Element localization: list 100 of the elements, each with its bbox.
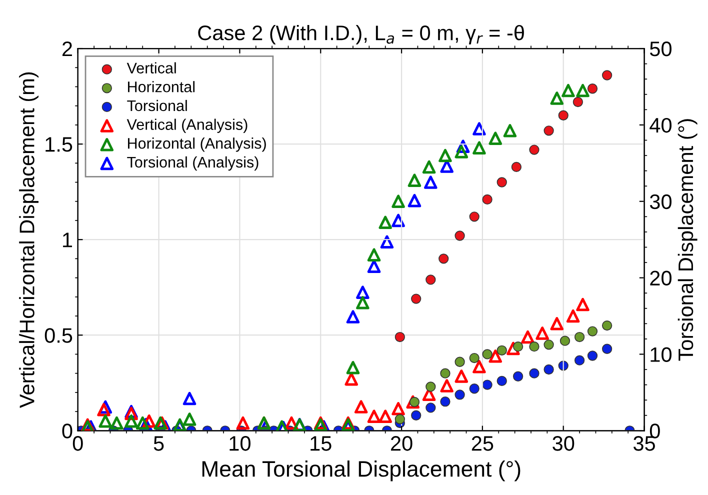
x-tick-label: 30 [552, 436, 574, 451]
y-tick-label: 2 [62, 42, 72, 56]
legend-label: Horizontal (Analysis) [128, 138, 266, 152]
point [576, 84, 590, 98]
point [469, 212, 480, 222]
point [380, 235, 394, 248]
point [406, 395, 420, 409]
point [574, 355, 585, 366]
point [454, 390, 465, 400]
point [482, 194, 492, 205]
point [529, 368, 540, 378]
point [440, 368, 450, 378]
x-tick-label: 15 [310, 436, 332, 451]
point [472, 141, 486, 154]
point [482, 349, 492, 360]
point [454, 356, 465, 367]
point [182, 392, 196, 406]
point [536, 326, 549, 340]
point [529, 144, 540, 155]
y2-tick-label: 10 [650, 347, 672, 362]
point [110, 416, 124, 430]
point [566, 309, 580, 323]
point [440, 396, 450, 407]
chart-title: Case 2 (With I.D.), L$_{a}$ = 0 m, γ$_{r}$ = -θ [198, 24, 524, 44]
x-tick-label: 0 [72, 436, 83, 451]
point [182, 412, 196, 426]
legend-label: Torsional (Analysis) [127, 156, 258, 171]
point [587, 350, 598, 361]
point [98, 414, 112, 428]
point [392, 194, 405, 208]
y2-axis-title: Torsional Displacement (°) [678, 119, 698, 361]
legend-label: Horizontal [128, 81, 195, 92]
point [529, 342, 540, 352]
point [378, 410, 392, 423]
y2-tick-label: 40 [650, 118, 672, 133]
point [602, 70, 612, 80]
x-axis-title: Mean Torsional Displacement (°) [202, 460, 520, 482]
y2-tick-label: 20 [650, 270, 672, 286]
point [411, 410, 422, 420]
point [411, 294, 422, 304]
point [392, 214, 405, 228]
point [454, 370, 468, 383]
y2-tick-label: 50 [650, 42, 672, 56]
point [496, 376, 507, 386]
legend-label: Torsional [127, 100, 187, 112]
point [550, 317, 564, 330]
point [512, 371, 524, 382]
point [469, 352, 480, 364]
x-tick-label: 25 [472, 436, 494, 451]
point [438, 254, 449, 264]
point [562, 84, 575, 98]
point [346, 310, 360, 324]
point [572, 96, 584, 108]
point [560, 336, 570, 346]
y-tick-label: 1 [63, 232, 72, 248]
point [511, 162, 522, 172]
point [354, 400, 368, 414]
point [236, 416, 250, 430]
point [367, 410, 381, 423]
point [422, 160, 436, 174]
point [454, 145, 468, 158]
point [544, 364, 554, 375]
point [367, 260, 381, 273]
point [409, 396, 420, 408]
point [574, 332, 585, 342]
y2-tick-label: 0 [650, 424, 660, 438]
point [496, 177, 507, 188]
point [472, 122, 486, 136]
point [356, 286, 370, 299]
point [506, 342, 520, 356]
point [558, 110, 568, 120]
point [521, 330, 534, 344]
point [426, 274, 436, 285]
point [378, 216, 392, 230]
y-tick-label: 0 [62, 424, 72, 438]
point [346, 360, 360, 374]
point [97, 403, 110, 416]
point [512, 342, 524, 352]
point [496, 345, 507, 356]
point [426, 382, 436, 392]
y2-tick-label: 30 [650, 194, 672, 210]
point [544, 126, 554, 136]
point [503, 124, 517, 138]
point [454, 230, 465, 241]
point [424, 176, 438, 189]
point [550, 92, 564, 105]
point [587, 326, 598, 336]
point [124, 414, 138, 428]
y-tick-label: 0.5 [44, 328, 72, 343]
point [356, 296, 370, 310]
legend-label: Vertical (Analysis) [126, 118, 248, 133]
legend-label: Vertical [126, 62, 176, 74]
point [602, 320, 612, 331]
point [394, 414, 405, 424]
point [587, 84, 598, 94]
point [392, 402, 405, 416]
point [408, 174, 422, 187]
x-tick-label: 35 [633, 436, 655, 451]
y-tick-label: 1.5 [46, 137, 72, 152]
x-tick-label: 20 [391, 436, 412, 451]
